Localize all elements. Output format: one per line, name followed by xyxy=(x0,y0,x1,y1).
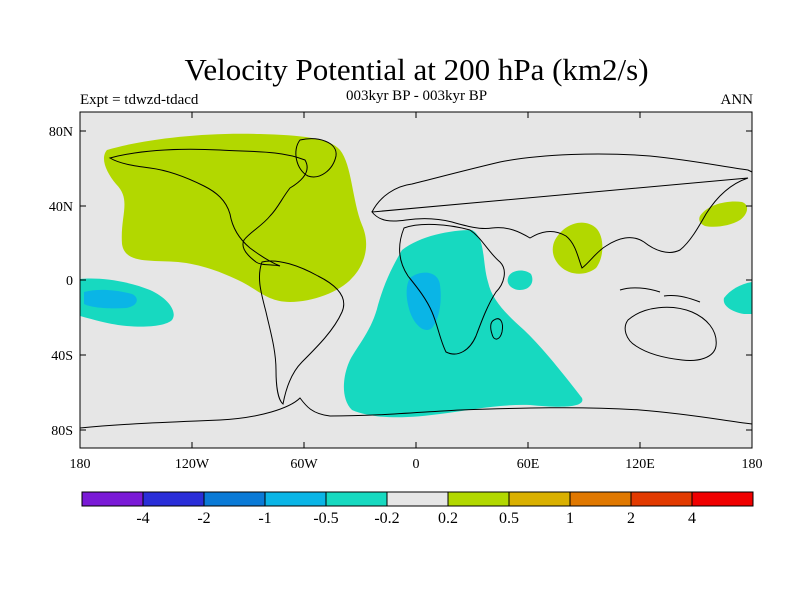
lon-label-60e: 60E xyxy=(517,457,540,472)
coastline-europe-asia xyxy=(371,153,753,269)
colorbar-swatch xyxy=(386,491,449,507)
colorbar-swatch xyxy=(142,491,205,507)
coastline-australia xyxy=(624,306,717,361)
contour-pacific-positive xyxy=(699,201,748,227)
coastline-greenland xyxy=(295,138,337,178)
lat-ticks xyxy=(80,130,752,431)
map-subtitle: 003kyr BP - 003kyr BP xyxy=(345,88,488,104)
lon-label-120e: 120E xyxy=(625,457,655,472)
colorbar xyxy=(81,491,754,507)
season-label: ANN xyxy=(720,92,754,108)
lat-label-40s: 40S xyxy=(51,349,73,364)
lon-label-60w: 60W xyxy=(290,457,318,472)
colorbar-label: -2 xyxy=(197,510,210,527)
coastlines xyxy=(79,138,753,429)
contour-americas-positive xyxy=(103,133,367,302)
lat-label-80s: 80S xyxy=(51,424,73,439)
lat-label-0: 0 xyxy=(66,274,73,289)
lon-label-120w: 120W xyxy=(175,457,210,472)
colorbar-swatch xyxy=(691,491,754,507)
colorbar-label: -0.5 xyxy=(313,510,338,527)
contour-africa-dark-negative xyxy=(406,272,441,331)
lat-label-40n: 40N xyxy=(49,200,73,215)
lon-ticks xyxy=(191,112,641,448)
map-title: Velocity Potential at 200 hPa (km2/s) xyxy=(184,52,649,87)
colorbar-label: 4 xyxy=(688,510,696,527)
lon-labels: 180 120W 60W 0 60E 120E 180 xyxy=(70,457,763,472)
colorbar-labels: -4 -2 -1 -0.5 -0.2 0.2 0.5 1 2 4 xyxy=(136,510,696,527)
colorbar-label: 0.5 xyxy=(499,510,519,527)
coastline-north-america xyxy=(108,148,308,267)
colorbar-swatch xyxy=(325,491,388,507)
colorbar-swatch xyxy=(264,491,327,507)
contour-pacific-east-negative xyxy=(723,282,752,314)
colorbar-label: -0.2 xyxy=(374,510,399,527)
experiment-label: Expt = tdwzd-tdacd xyxy=(80,92,199,108)
colorbar-swatch xyxy=(81,491,144,507)
contour-atlantic-africa-negative xyxy=(343,230,583,418)
contour-pacific-dark-negative xyxy=(84,289,137,309)
colorbar-swatch xyxy=(447,491,510,507)
lon-label-180w: 180 xyxy=(70,457,91,472)
negative-contours-dark xyxy=(84,272,441,331)
lon-label-180e: 180 xyxy=(742,457,763,472)
colorbar-swatch xyxy=(569,491,632,507)
colorbar-label: -4 xyxy=(136,510,149,527)
contour-arabian-sea-negative xyxy=(507,270,533,290)
coastline-indonesia xyxy=(619,287,701,303)
coastline-africa xyxy=(399,223,505,355)
lat-label-80n: 80N xyxy=(49,125,73,140)
coastline-antarctica xyxy=(79,397,753,429)
colorbar-swatch xyxy=(508,491,571,507)
colorbar-label: 0.2 xyxy=(438,510,458,527)
lat-labels: 80N 40N 0 40S 80S xyxy=(49,125,73,439)
colorbar-label: -1 xyxy=(258,510,271,527)
colorbar-swatch xyxy=(203,491,266,507)
colorbar-label: 2 xyxy=(627,510,635,527)
colorbar-swatch xyxy=(630,491,693,507)
lon-label-0: 0 xyxy=(413,457,420,472)
coastline-south-america xyxy=(259,260,345,405)
colorbar-label: 1 xyxy=(566,510,574,527)
coastline-madagascar xyxy=(490,318,503,340)
